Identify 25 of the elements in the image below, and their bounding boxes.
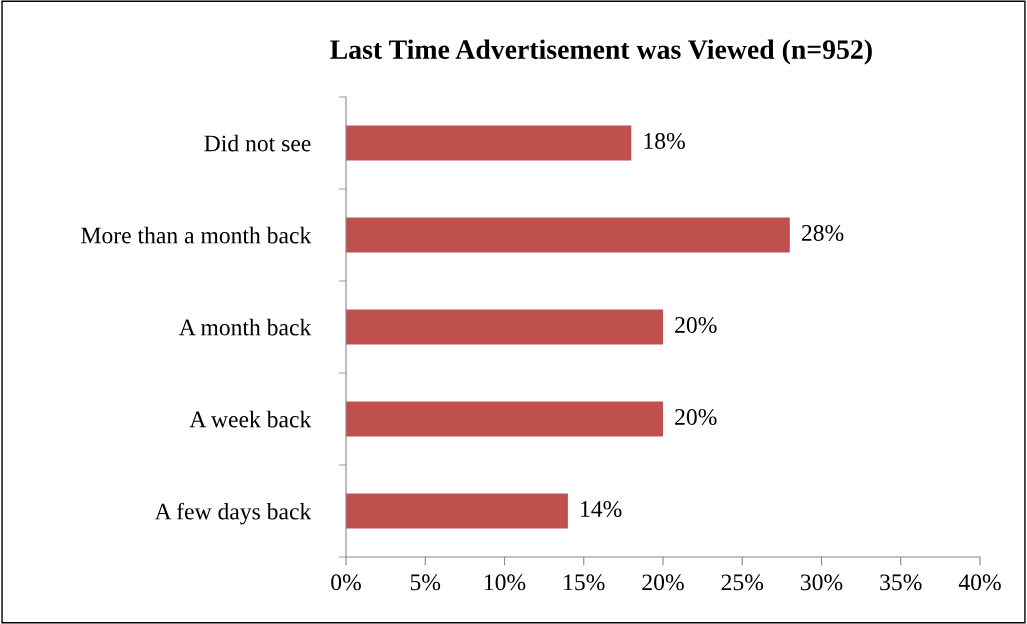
x-tick-label: 5% bbox=[410, 574, 441, 591]
x-tick-label: 25% bbox=[721, 574, 764, 591]
x-tick-label: 0% bbox=[331, 574, 361, 591]
x-tick-label: 20% bbox=[642, 574, 684, 591]
data-label: 20% bbox=[675, 408, 717, 425]
bar bbox=[346, 401, 663, 437]
x-tick-label: 40% bbox=[958, 574, 1001, 591]
y-tick-label: More than a month back bbox=[81, 226, 312, 244]
x-tick-label: 35% bbox=[880, 574, 922, 591]
y-tick-label: Did not see bbox=[204, 134, 311, 152]
y-tick-label: A few days back bbox=[154, 502, 312, 525]
x-tick-label: 15% bbox=[564, 574, 605, 591]
bar bbox=[346, 125, 632, 161]
y-tick-label: A week back bbox=[189, 410, 312, 428]
data-label: 20% bbox=[675, 316, 717, 333]
data-label: 18% bbox=[644, 132, 685, 149]
x-tick-label: 30% bbox=[800, 574, 843, 591]
data-label: 28% bbox=[801, 224, 844, 241]
x-tick-label: 10% bbox=[484, 574, 526, 591]
bar bbox=[346, 309, 663, 345]
data-label: 14% bbox=[581, 500, 622, 517]
chart-title: Last Time Advertisement was Viewed (n=952) bbox=[330, 39, 872, 65]
y-tick-label: A month back bbox=[179, 318, 312, 336]
bar bbox=[346, 493, 568, 529]
bar bbox=[346, 217, 790, 253]
